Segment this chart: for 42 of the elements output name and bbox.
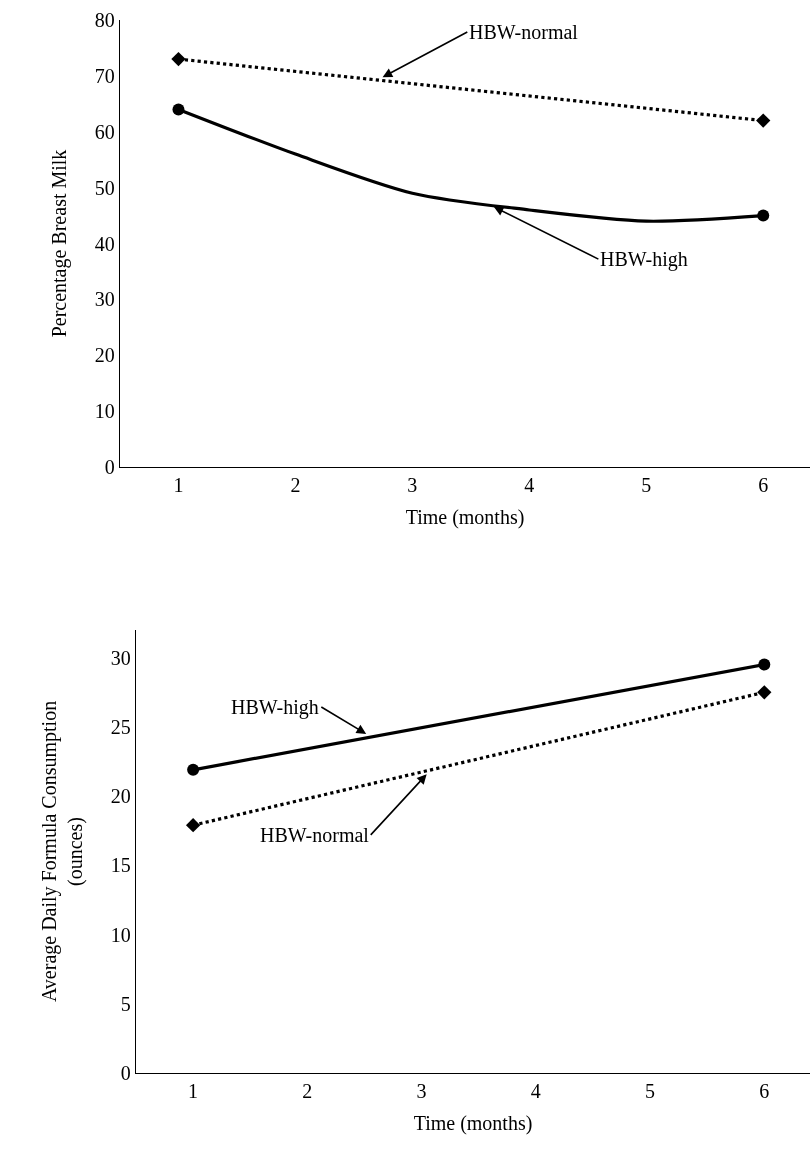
y-tick-label: 30: [110, 646, 131, 669]
point: [171, 51, 186, 67]
y-tick-label: 0: [104, 456, 115, 478]
x-tick-label: 1: [173, 474, 184, 497]
x-tick-label: 2: [302, 1080, 313, 1103]
x-tick-label: 5: [641, 474, 652, 497]
y-tick-label: 10: [110, 923, 131, 946]
y-tick-label: 20: [94, 344, 115, 367]
y-tick-label: 70: [94, 64, 115, 87]
series-label: HBW-high: [231, 696, 319, 719]
y-tick-label: 30: [94, 288, 115, 311]
y-tick-label: 10: [94, 400, 115, 423]
x-tick-label: 6: [759, 1080, 770, 1103]
x-axis-title: Time (months): [413, 1111, 533, 1135]
series-label: HBW-high: [600, 248, 688, 271]
y-tick-label: 60: [94, 120, 115, 143]
x-tick-label: 2: [290, 474, 301, 497]
x-tick-label: 4: [530, 1080, 541, 1103]
y-axis-title: Average Daily Formula Consumption (ounces): [38, 700, 88, 1003]
x-tick-label: 6: [758, 474, 769, 497]
text: HBW-normal: [469, 21, 579, 43]
point: [758, 658, 771, 671]
x-axis-title: Time (months): [405, 505, 525, 529]
x-tick-label: 1: [188, 1080, 199, 1103]
x-tick-label: 4: [524, 474, 535, 497]
x-tick-label: 3: [416, 1080, 427, 1103]
point: [756, 113, 771, 128]
x-tick-label: 5: [645, 1080, 656, 1103]
point: [185, 818, 201, 833]
point: [757, 685, 772, 700]
x-tick-label: 3: [407, 474, 418, 497]
y-tick-label: 15: [110, 854, 131, 877]
series-label: HBW-normal: [260, 824, 370, 846]
y-tick-label: 80: [94, 9, 115, 31]
y-axis-title: Percentage Breast Milk: [48, 149, 72, 338]
y-tick-label: 50: [94, 176, 115, 199]
y-tick-label: 20: [110, 785, 131, 808]
point: [187, 763, 200, 776]
y-tick-label: 5: [120, 992, 131, 1015]
y-tick-label: 0: [120, 1062, 131, 1084]
y-tick-label: 25: [110, 715, 131, 738]
y-tick-label: 40: [94, 232, 115, 255]
